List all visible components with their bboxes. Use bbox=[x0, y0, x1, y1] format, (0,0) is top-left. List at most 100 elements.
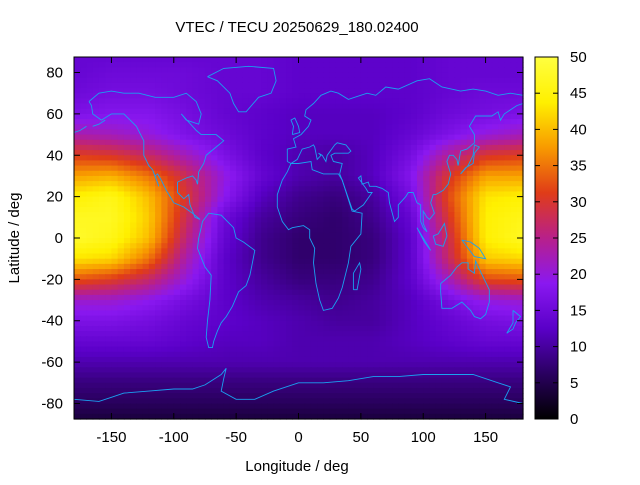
heatmap-cell bbox=[410, 393, 418, 399]
heatmap-cell bbox=[80, 62, 88, 68]
heatmap-cell bbox=[367, 331, 374, 337]
heatmap-cell bbox=[192, 413, 200, 420]
heatmap-cell bbox=[148, 134, 156, 141]
heatmap-cell bbox=[504, 201, 512, 208]
heatmap-cell bbox=[105, 155, 113, 162]
heatmap-cell bbox=[80, 232, 88, 239]
heatmap-cell bbox=[148, 93, 156, 99]
heatmap-cell bbox=[236, 356, 243, 363]
heatmap-cell bbox=[111, 279, 119, 286]
heatmap-cell bbox=[416, 279, 424, 286]
heatmap-cell bbox=[404, 258, 412, 265]
heatmap-cell bbox=[173, 119, 181, 125]
heatmap-cell bbox=[161, 129, 169, 136]
heatmap-cell bbox=[86, 393, 94, 399]
heatmap-cell bbox=[460, 144, 468, 151]
heatmap-cell bbox=[423, 103, 431, 110]
heatmap-cell bbox=[323, 362, 331, 368]
heatmap-cell bbox=[254, 284, 262, 291]
heatmap-cell bbox=[117, 196, 125, 203]
heatmap-cell bbox=[448, 62, 456, 68]
heatmap-cell bbox=[211, 331, 219, 337]
heatmap-cell bbox=[379, 284, 387, 291]
heatmap-cell bbox=[292, 387, 300, 394]
heatmap-cell bbox=[410, 139, 418, 146]
heatmap-cell bbox=[335, 310, 343, 317]
heatmap-cell bbox=[142, 320, 150, 327]
heatmap-cell bbox=[423, 310, 431, 317]
heatmap-cell bbox=[398, 139, 406, 146]
heatmap-cell bbox=[123, 227, 131, 234]
heatmap-cell bbox=[323, 279, 331, 286]
heatmap-cell bbox=[111, 62, 119, 68]
heatmap-cell bbox=[404, 82, 412, 89]
heatmap-cell bbox=[392, 155, 399, 162]
heatmap-cell bbox=[279, 294, 287, 301]
heatmap-cell bbox=[98, 227, 106, 234]
heatmap-cell bbox=[173, 310, 181, 317]
heatmap-cell bbox=[354, 67, 362, 74]
heatmap-cell bbox=[180, 62, 187, 68]
heatmap-cell bbox=[86, 377, 94, 384]
heatmap-cell bbox=[229, 300, 237, 306]
heatmap-cell bbox=[92, 227, 100, 234]
heatmap-cell bbox=[504, 356, 512, 363]
heatmap-cell bbox=[473, 325, 480, 332]
heatmap-cell bbox=[367, 206, 374, 213]
heatmap-cell bbox=[105, 243, 113, 249]
heatmap-cell bbox=[498, 165, 505, 172]
heatmap-cell bbox=[273, 253, 281, 260]
heatmap-cell bbox=[473, 119, 480, 125]
heatmap-cell bbox=[123, 175, 131, 182]
heatmap-cell bbox=[504, 269, 512, 275]
heatmap-cell bbox=[286, 393, 293, 399]
heatmap-cell bbox=[161, 119, 169, 125]
heatmap-cell bbox=[198, 393, 206, 399]
heatmap-cell bbox=[466, 191, 474, 198]
heatmap-cell bbox=[155, 269, 162, 275]
heatmap-cell bbox=[92, 351, 100, 358]
heatmap-cell bbox=[385, 284, 393, 291]
heatmap-cell bbox=[98, 253, 106, 260]
heatmap-cell bbox=[279, 284, 287, 291]
heatmap-cell bbox=[98, 144, 106, 151]
heatmap-cell bbox=[273, 248, 281, 255]
heatmap-cell bbox=[323, 181, 331, 187]
heatmap-cell bbox=[454, 155, 462, 162]
heatmap-cell bbox=[373, 315, 381, 322]
heatmap-cell bbox=[98, 248, 106, 255]
heatmap-cell bbox=[367, 346, 374, 353]
heatmap-cell bbox=[385, 113, 393, 120]
heatmap-cell bbox=[254, 113, 262, 120]
heatmap-cell bbox=[298, 181, 306, 187]
heatmap-cell bbox=[448, 144, 456, 151]
heatmap-cell bbox=[98, 103, 106, 110]
heatmap-cell bbox=[466, 284, 474, 291]
heatmap-cell bbox=[217, 186, 225, 193]
heatmap-cell bbox=[92, 331, 100, 337]
heatmap-cell bbox=[516, 77, 524, 84]
heatmap-cell bbox=[498, 403, 505, 410]
heatmap-cell bbox=[435, 372, 443, 379]
heatmap-cell bbox=[186, 331, 194, 337]
heatmap-cell bbox=[292, 232, 300, 239]
heatmap-cell bbox=[385, 165, 393, 172]
heatmap-cell bbox=[473, 57, 480, 63]
heatmap-cell bbox=[379, 170, 387, 177]
heatmap-cell bbox=[298, 403, 306, 410]
heatmap-cell bbox=[167, 77, 175, 84]
heatmap-cell bbox=[491, 269, 499, 275]
heatmap-cell bbox=[148, 82, 156, 89]
heatmap-cell bbox=[254, 341, 262, 348]
heatmap-cell bbox=[173, 72, 181, 79]
heatmap-cell bbox=[117, 119, 125, 125]
heatmap-cell bbox=[485, 212, 493, 218]
heatmap-cell bbox=[429, 346, 437, 353]
heatmap-cell bbox=[286, 150, 293, 156]
heatmap-cell bbox=[435, 398, 443, 405]
heatmap-cell bbox=[267, 336, 275, 343]
heatmap-cell bbox=[404, 393, 412, 399]
heatmap-cell bbox=[479, 82, 487, 89]
heatmap-cell bbox=[498, 372, 505, 379]
heatmap-cell bbox=[516, 372, 524, 379]
